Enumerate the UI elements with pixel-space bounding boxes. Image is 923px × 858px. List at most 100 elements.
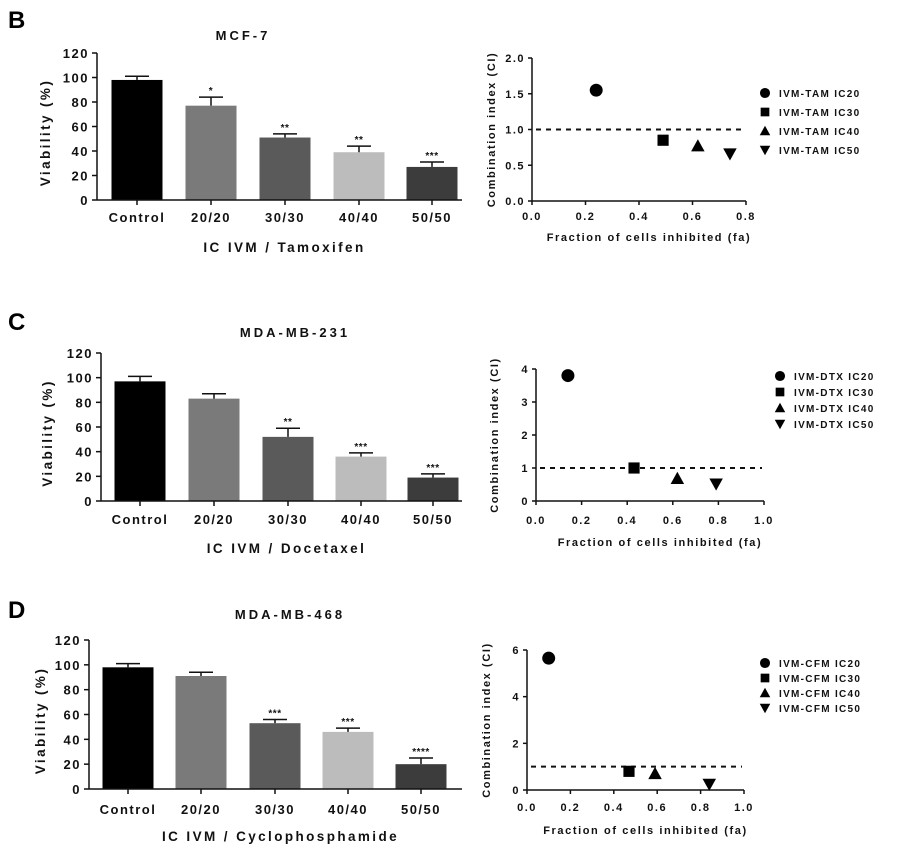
y-tick-label: 40 [76,445,93,460]
legend-circle-icon [759,87,771,99]
x-tick-label: 1.0 [734,802,754,814]
y-tick-label: 100 [55,658,81,673]
x-axis-label: IC IVM / Tamoxifen [203,240,365,255]
legend-square-icon [775,387,785,397]
y-tick-label: 60 [72,120,89,135]
panel-letter: D [8,597,25,624]
y-tick-label: 0 [521,496,529,508]
significance-4: **** [412,747,430,758]
data-point-triangle-up [670,471,685,484]
y-tick-label: 20 [72,169,89,184]
x-tick-label: 0.0 [526,515,546,527]
x-axis-label: Fraction of cells inhibited (fa) [547,232,752,244]
chart-title: MDA-MB-468 [235,607,345,622]
y-tick-label: 0 [72,782,81,797]
data-point-triangle-up [691,139,705,152]
x-tick-label: 50/50 [412,210,452,225]
x-tick-label: Control [109,210,166,225]
y-axis-label: Viability (%) [33,667,48,774]
panel-b: B MCF-7 Control * 20/20 ** 30/30 ** 40/40 *** 50/5… [8,7,861,255]
panel-c: C MDA-MB-231 Control 20/20 ** 30/30 *** 40/40 **… [8,309,875,556]
y-tick-label: 0 [84,494,93,509]
bar-4 [395,764,447,789]
x-tick-label: 0.4 [629,211,649,223]
x-axis-label: IC IVM / Docetaxel [207,541,367,556]
legend-triangle-up-icon [759,687,771,698]
bar-2 [249,723,301,789]
y-axis-label: Combination index (CI) [486,52,498,208]
x-axis-label: Fraction of cells inhibited (fa) [543,825,748,837]
bar-4 [406,166,458,200]
y-tick-label: 0.0 [505,196,525,208]
y-axis-label: Combination index (CI) [489,357,501,513]
legend-circle-icon [759,657,771,669]
bar-3 [333,152,385,200]
legend-label: IVM-DTX IC50 [794,420,875,431]
significance-3: *** [341,717,354,728]
legend: IVM-DTX IC20 IVM-DTX IC30 IVM-DTX IC40 IVM-… [774,370,875,431]
legend-label: IVM-TAM IC50 [779,146,861,157]
x-tick-label: 30/30 [268,512,308,527]
y-tick-label: 4 [512,692,520,704]
legend-label: IVM-CFM IC20 [779,659,861,670]
data-point-square [623,765,635,777]
x-tick-label: 1.0 [754,515,774,527]
data-point-triangle-down [709,478,723,491]
significance-4: *** [426,463,439,474]
x-tick-label: Control [100,802,157,817]
data-point-triangle-down [723,148,737,161]
x-tick-label: 0.6 [683,211,703,223]
significance-4: *** [425,151,438,162]
legend: IVM-TAM IC20 IVM-TAM IC30 IVM-TAM IC40 IVM-… [759,87,861,157]
panel-d: D MDA-MB-468 Control 20/20 *** 30/30 *** 40/40 *… [8,597,861,844]
legend-label: IVM-TAM IC20 [779,89,861,100]
bar-1 [185,105,237,200]
y-tick-label: 0 [80,193,89,208]
significance-2: ** [284,417,293,428]
y-tick-label: 6 [512,645,520,657]
significance-2: ** [281,123,290,134]
bar-chart: MDA-MB-468 Control 20/20 *** 30/30 *** 40/40 **… [33,607,462,844]
bar-2 [262,436,314,501]
y-tick-label: 1 [521,463,529,475]
x-tick-label: 30/30 [265,210,305,225]
x-tick-label: 0.6 [663,515,683,527]
y-tick-label: 3 [521,397,529,409]
x-tick-label: 40/40 [341,512,381,527]
legend-triangle-up-icon [774,402,786,413]
x-tick-label: 20/20 [181,802,221,817]
y-axis-label: Viability (%) [40,379,55,486]
significance-3: ** [355,135,364,146]
bar-1 [188,398,240,501]
legend-label: IVM-CFM IC50 [779,704,861,715]
x-tick-label: 30/30 [255,802,295,817]
x-tick-label: 0.8 [709,515,729,527]
y-tick-label: 2 [521,430,529,442]
x-tick-label: 0.8 [736,211,756,223]
x-tick-label: 40/40 [328,802,368,817]
x-tick-label: 20/20 [191,210,231,225]
data-point-circle [542,651,556,665]
legend-label: IVM-TAM IC30 [779,108,861,119]
y-tick-label: 120 [55,633,81,648]
bar-0 [102,667,154,789]
x-tick-label: 0.4 [617,515,637,527]
panel-letter: C [8,309,25,336]
data-point-triangle-up [648,766,662,780]
data-point-circle [589,83,603,97]
y-tick-label: 20 [64,757,81,772]
legend-square-icon [760,107,770,117]
y-tick-label: 80 [64,683,81,698]
legend-label: IVM-CFM IC40 [779,689,861,700]
x-tick-label: 0.2 [572,515,592,527]
legend-label: IVM-CFM IC30 [779,674,861,685]
significance-3: *** [354,442,367,453]
x-tick-label: 50/50 [401,802,441,817]
legend-square-icon [760,673,770,683]
x-tick-label: 0.8 [691,802,711,814]
y-tick-label: 100 [63,71,89,86]
bar-1 [175,676,227,789]
legend: IVM-CFM IC20 IVM-CFM IC30 IVM-CFM IC40 IVM-… [759,657,861,715]
x-axis-label: Fraction of cells inhibited (fa) [558,537,763,549]
